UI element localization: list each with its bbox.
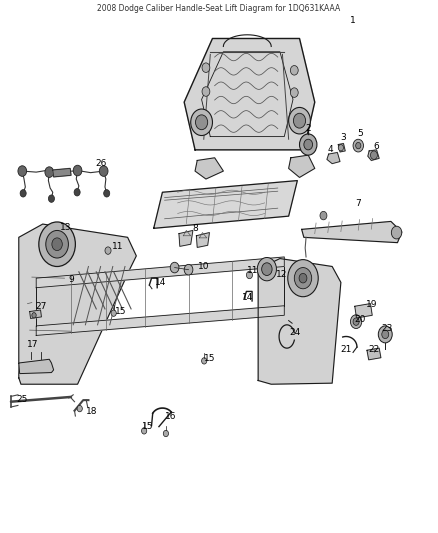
Text: 20: 20 [354,315,365,324]
Polygon shape [53,168,71,177]
Circle shape [378,326,392,343]
Circle shape [353,318,359,325]
Text: 7: 7 [355,199,361,208]
Circle shape [32,313,36,318]
Circle shape [338,144,343,151]
Text: 3: 3 [340,133,346,142]
Polygon shape [36,257,284,288]
Polygon shape [30,310,42,318]
Circle shape [294,268,312,289]
Polygon shape [338,143,345,152]
Text: 24: 24 [290,328,301,337]
Circle shape [141,427,147,434]
Circle shape [247,271,253,279]
Text: 2008 Dodge Caliber Handle-Seat Lift Diagram for 1DQ631KAAA: 2008 Dodge Caliber Handle-Seat Lift Diag… [97,4,341,13]
Circle shape [382,330,389,338]
Circle shape [170,262,179,273]
Circle shape [52,238,62,251]
Circle shape [111,310,116,317]
Circle shape [201,358,207,364]
Circle shape [290,88,298,98]
Circle shape [350,315,362,328]
Circle shape [261,263,272,276]
Circle shape [353,139,364,152]
Text: 5: 5 [357,130,364,139]
Polygon shape [367,348,381,360]
Polygon shape [289,155,315,177]
Circle shape [289,108,311,134]
Circle shape [163,430,169,437]
Circle shape [290,66,298,75]
Circle shape [48,195,54,203]
Circle shape [73,165,82,176]
Text: 18: 18 [86,407,98,416]
Text: 14: 14 [242,293,254,302]
Circle shape [46,230,68,258]
Circle shape [105,247,111,254]
Circle shape [299,273,307,283]
Text: 11: 11 [112,242,124,251]
Text: 14: 14 [155,278,166,287]
Circle shape [257,257,276,281]
Polygon shape [258,259,341,384]
Polygon shape [154,181,297,228]
Circle shape [45,167,53,177]
Circle shape [293,114,306,128]
Text: 26: 26 [95,159,106,168]
Polygon shape [19,224,136,384]
Text: 11: 11 [247,266,259,275]
Circle shape [391,226,402,239]
Text: 15: 15 [142,422,153,431]
Circle shape [195,115,208,130]
Text: 2: 2 [305,124,311,133]
Circle shape [18,166,27,176]
Text: 25: 25 [17,394,28,403]
Text: 21: 21 [341,345,352,354]
Circle shape [202,63,210,72]
Circle shape [288,260,318,297]
Text: 15: 15 [204,354,215,364]
Polygon shape [36,306,284,335]
Text: 6: 6 [374,142,379,151]
Circle shape [39,222,75,266]
Text: 15: 15 [115,306,127,316]
Circle shape [99,166,108,176]
Text: 1: 1 [350,16,356,25]
Text: 17: 17 [27,341,39,350]
Polygon shape [196,232,209,247]
Text: 13: 13 [60,223,71,232]
Text: 9: 9 [68,274,74,284]
Text: 19: 19 [366,300,377,309]
Circle shape [104,190,110,197]
Text: 22: 22 [369,345,380,354]
Polygon shape [19,359,53,374]
Circle shape [356,142,361,149]
Polygon shape [179,230,193,246]
Text: 12: 12 [276,270,288,279]
Polygon shape [355,304,372,318]
Polygon shape [368,150,379,160]
Polygon shape [184,38,315,150]
Circle shape [184,264,193,275]
Text: 8: 8 [192,224,198,233]
Circle shape [202,87,210,96]
Circle shape [77,406,82,412]
Text: 27: 27 [35,302,46,311]
Polygon shape [195,158,223,179]
Circle shape [320,212,327,220]
Text: 4: 4 [327,146,333,155]
Circle shape [74,189,80,196]
Circle shape [191,109,212,135]
Polygon shape [302,221,402,243]
Circle shape [304,139,313,150]
Text: 16: 16 [166,411,177,421]
Polygon shape [327,152,340,164]
Text: 23: 23 [382,324,393,333]
Circle shape [371,151,378,159]
Circle shape [20,190,26,197]
Text: 10: 10 [198,262,210,271]
Circle shape [300,134,317,155]
